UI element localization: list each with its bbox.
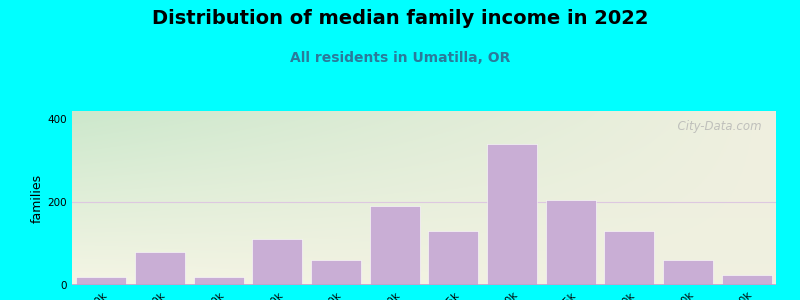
Bar — [135, 252, 185, 285]
Bar — [194, 277, 243, 285]
Y-axis label: families: families — [30, 173, 43, 223]
Bar — [77, 277, 126, 285]
Bar — [487, 144, 537, 285]
Bar — [722, 274, 771, 285]
Bar — [311, 260, 361, 285]
Text: Distribution of median family income in 2022: Distribution of median family income in … — [152, 9, 648, 28]
Text: City-Data.com: City-Data.com — [670, 120, 762, 133]
Bar — [663, 260, 713, 285]
Bar — [546, 200, 595, 285]
Bar — [605, 231, 654, 285]
Bar — [429, 231, 478, 285]
Text: All residents in Umatilla, OR: All residents in Umatilla, OR — [290, 51, 510, 65]
Bar — [253, 239, 302, 285]
Bar — [370, 206, 419, 285]
